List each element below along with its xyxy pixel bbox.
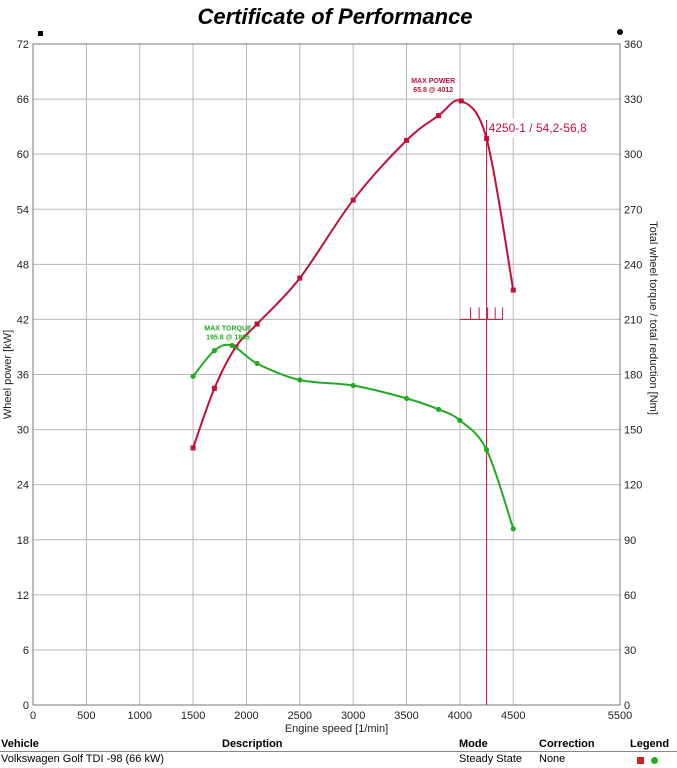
power-data-point bbox=[436, 113, 442, 119]
x-tick-label: 3000 bbox=[341, 710, 365, 722]
y-right-tick-label: 0 bbox=[624, 700, 630, 712]
torque-data-point bbox=[229, 342, 235, 349]
header-description: Description bbox=[222, 738, 283, 750]
x-tick-label: 3500 bbox=[394, 710, 418, 722]
header-legend: Legend bbox=[630, 738, 670, 750]
x-tick-label: 4000 bbox=[448, 710, 472, 722]
vehicle-cell: Volkswagen Golf TDI -98 (66 kW) bbox=[1, 753, 165, 765]
x-axis-label: Engine speed [1/min] bbox=[285, 723, 388, 735]
y-left-axis-label: Wheel power [kW] bbox=[2, 330, 14, 419]
torque-data-point bbox=[483, 447, 490, 453]
y-right-tick-label: 210 bbox=[624, 314, 642, 326]
max-power-label: MAX POWER bbox=[411, 78, 455, 85]
torque-data-point bbox=[211, 348, 218, 354]
y-right-tick-label: 60 bbox=[624, 590, 636, 602]
x-tick-label: 2500 bbox=[288, 710, 312, 722]
y-left-tick-label: 54 bbox=[17, 204, 29, 216]
torque-data-point bbox=[350, 382, 356, 389]
torque-data-point bbox=[510, 526, 516, 532]
y-right-tick-label: 120 bbox=[624, 480, 642, 492]
y-left-tick-label: 60 bbox=[17, 149, 29, 161]
y-left-tick-label: 12 bbox=[17, 590, 29, 602]
header-correction: Correction bbox=[539, 738, 595, 750]
cursor-label: 4250-1 / 54,2-56,8 bbox=[489, 121, 587, 135]
x-tick-label: 4500 bbox=[501, 710, 525, 722]
power-data-point bbox=[190, 445, 196, 451]
y-left-tick-label: 36 bbox=[17, 370, 29, 382]
results-table: Vehicle Description Mode Correction Lege… bbox=[0, 737, 677, 768]
y-left-tick-label: 42 bbox=[17, 314, 29, 326]
torque-data-point bbox=[435, 406, 442, 412]
x-tick-label: 2000 bbox=[234, 710, 258, 722]
y-right-tick-label: 240 bbox=[624, 259, 642, 271]
y-left-tick-label: 0 bbox=[23, 700, 29, 712]
x-tick-label: 5500 bbox=[608, 710, 632, 722]
y-right-tick-label: 270 bbox=[624, 204, 642, 216]
power-data-point bbox=[254, 321, 260, 327]
y-right-axis-label: Total wheel torque / total reduction [Nm… bbox=[647, 221, 659, 415]
chart-title: Certificate of Performance bbox=[197, 4, 472, 29]
table-divider bbox=[0, 751, 677, 752]
legend-swatches bbox=[637, 755, 659, 767]
corner-circle-marker bbox=[617, 29, 623, 35]
power-data-point bbox=[297, 275, 303, 281]
y-right-tick-label: 180 bbox=[624, 370, 642, 382]
power-curve-line bbox=[192, 99, 515, 449]
y-left-tick-label: 72 bbox=[17, 39, 29, 51]
x-tick-label: 0 bbox=[30, 710, 36, 722]
torque-data-point bbox=[297, 377, 303, 383]
max-power-value: 65.8 @ 4012 bbox=[413, 87, 453, 94]
max-torque-value: 195.8 @ 1865 bbox=[206, 334, 250, 341]
y-left-tick-label: 30 bbox=[17, 425, 29, 437]
torque-data-point bbox=[403, 395, 410, 401]
corner-square-marker bbox=[38, 31, 43, 36]
x-tick-label: 500 bbox=[77, 710, 95, 722]
y-right-tick-label: 150 bbox=[624, 425, 642, 437]
header-vehicle: Vehicle bbox=[1, 738, 39, 750]
power-data-point bbox=[510, 287, 516, 293]
power-data-point bbox=[211, 385, 217, 391]
header-mode: Mode bbox=[459, 738, 488, 750]
legend-torque-circle bbox=[651, 757, 659, 764]
legend-power-square bbox=[637, 757, 644, 764]
mode-cell: Steady State bbox=[459, 753, 522, 765]
correction-cell: None bbox=[539, 753, 566, 765]
y-left-tick-label: 48 bbox=[17, 259, 29, 271]
power-data-point bbox=[458, 98, 464, 104]
power-data-point bbox=[484, 136, 490, 142]
plot-frame bbox=[32, 43, 621, 706]
y-left-tick-label: 6 bbox=[23, 645, 29, 657]
y-right-tick-label: 300 bbox=[624, 149, 642, 161]
max-torque-label: MAX TORQUE bbox=[204, 325, 252, 332]
x-tick-label: 1500 bbox=[181, 710, 205, 722]
y-right-tick-label: 90 bbox=[624, 535, 636, 547]
y-left-tick-label: 18 bbox=[17, 535, 29, 547]
power-data-point bbox=[404, 137, 410, 143]
cursor-label-box bbox=[487, 118, 612, 138]
torque-data-point bbox=[190, 373, 196, 379]
torque-data-point bbox=[254, 360, 260, 367]
y-right-tick-label: 30 bbox=[624, 645, 636, 657]
x-tick-label: 1000 bbox=[127, 710, 151, 722]
y-left-tick-label: 24 bbox=[17, 480, 29, 492]
torque-data-point bbox=[457, 417, 463, 424]
y-right-tick-label: 330 bbox=[624, 94, 642, 106]
y-left-tick-label: 66 bbox=[17, 94, 29, 106]
power-data-point bbox=[350, 197, 356, 203]
y-right-tick-label: 360 bbox=[624, 39, 642, 51]
